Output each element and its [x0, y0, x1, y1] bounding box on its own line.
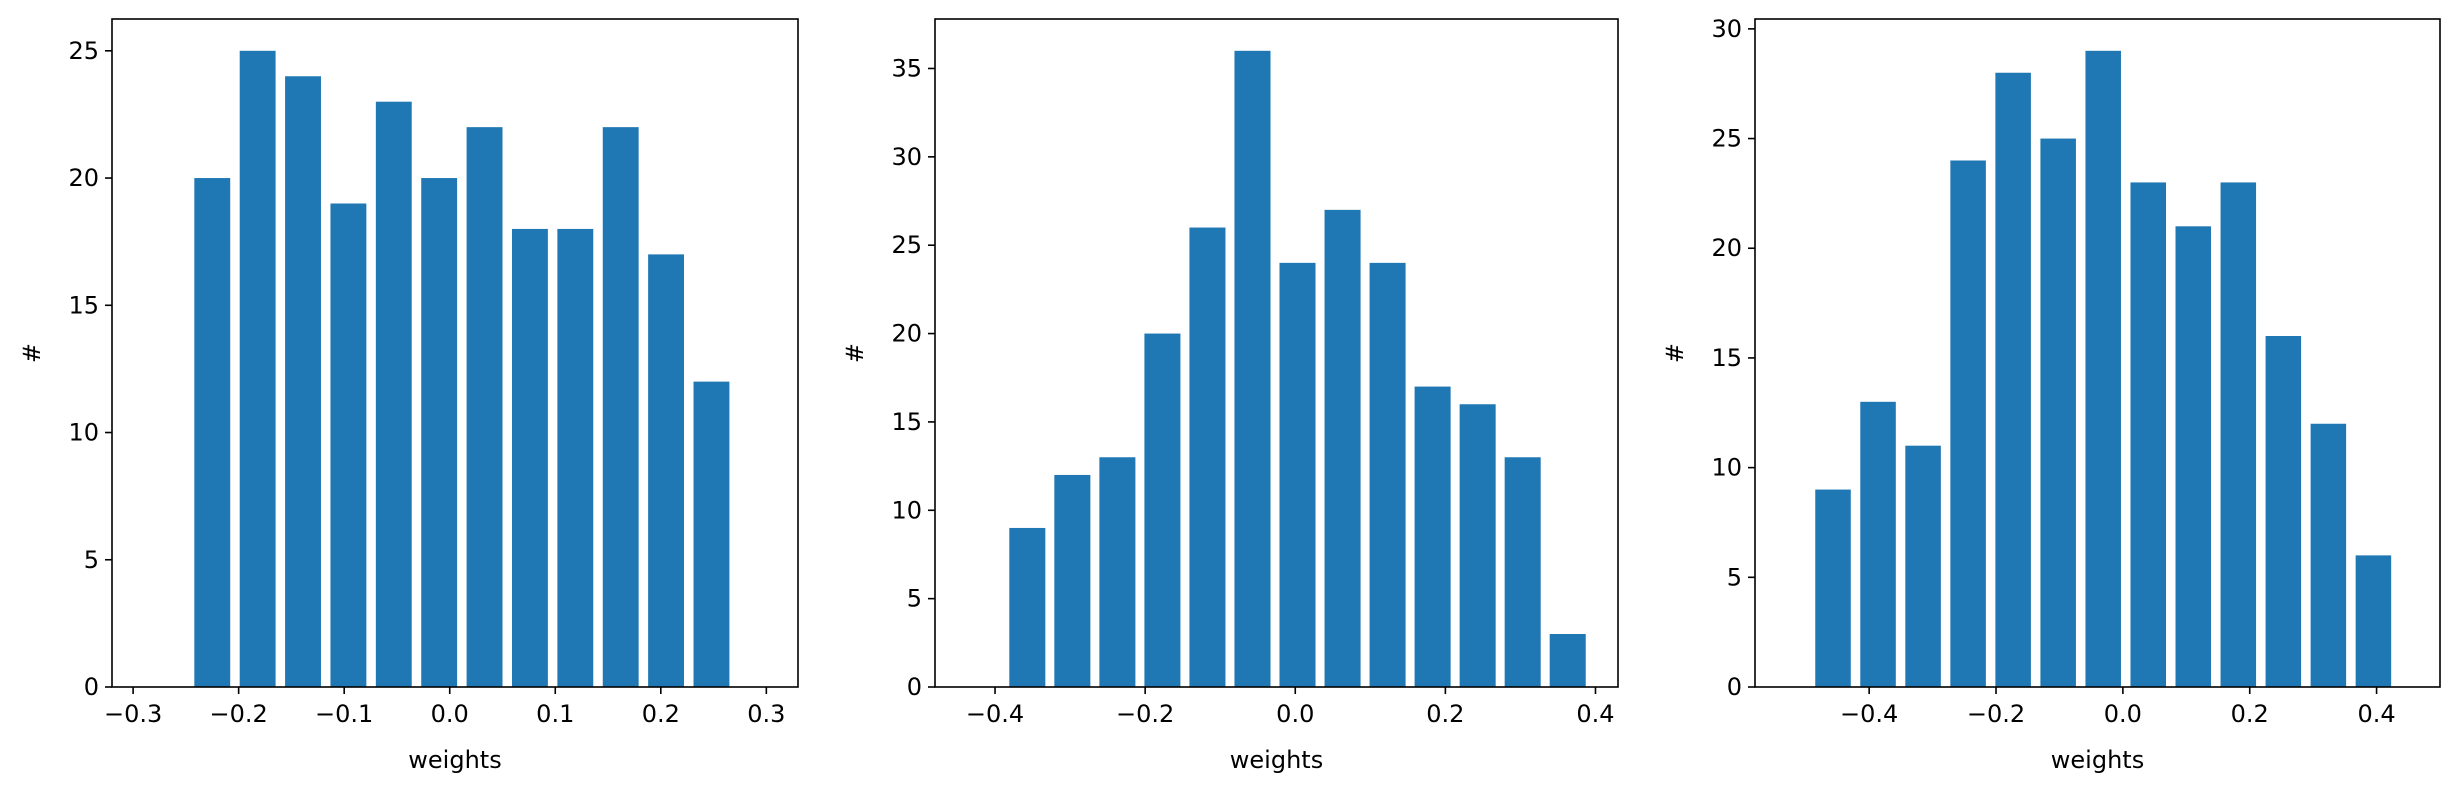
- x-tick-label: 0.0: [1276, 700, 1314, 728]
- histogram-bar: [2265, 335, 2302, 687]
- x-tick-label: −0.2: [210, 700, 268, 728]
- histogram-bar: [2130, 182, 2166, 688]
- x-axis-label: weights: [1230, 746, 1323, 774]
- histogram-bar: [1414, 386, 1451, 687]
- histogram-bar: [1324, 209, 1361, 687]
- histogram-bar: [285, 76, 321, 687]
- y-tick-label: 20: [891, 320, 922, 348]
- x-axis-label: weights: [2051, 746, 2144, 774]
- histogram-bar: [1144, 333, 1181, 687]
- x-tick-label: 0.4: [2357, 700, 2395, 728]
- y-tick-label: 10: [891, 496, 922, 524]
- histogram-bar: [2085, 50, 2121, 688]
- y-tick-label: 25: [891, 231, 922, 259]
- plot-frame: [934, 18, 1619, 688]
- x-tick-label: 0.0: [2104, 700, 2142, 728]
- x-tick-label: −0.3: [104, 700, 162, 728]
- histogram-bar: [693, 381, 730, 687]
- y-tick-label: 0: [84, 673, 99, 701]
- histogram-bar: [1279, 262, 1316, 687]
- histogram-bar: [375, 101, 412, 687]
- histogram-bar: [466, 127, 503, 687]
- plot-frame: [1754, 18, 2441, 688]
- x-tick-label: −0.4: [966, 700, 1024, 728]
- histogram-bar: [2355, 555, 2392, 687]
- y-tick-label: 35: [891, 54, 922, 82]
- y-tick-label: 10: [68, 419, 99, 447]
- histogram-bar: [1099, 457, 1136, 687]
- histogram-bar: [1504, 457, 1541, 687]
- histogram-bar: [1189, 227, 1226, 687]
- histogram-bar: [557, 228, 594, 687]
- histogram-bar: [2040, 138, 2076, 687]
- histogram-bar: [1905, 445, 1941, 687]
- y-tick-label: 30: [1711, 15, 1742, 43]
- histogram-panel-3: −0.4 −0.2 0.0 0.2 0.4 0 5 10 15 20 25 30 weights #: [1661, 15, 2441, 774]
- histogram-bar: [1950, 160, 1986, 687]
- histogram-bar: [1234, 50, 1271, 688]
- histogram-panel-2: −0.4 −0.2 0.0 0.2 0.4 0 5 10 15 20 25 30 35 weights #: [841, 18, 1619, 774]
- histogram-bar: [1995, 72, 2031, 687]
- y-axis-label: #: [841, 343, 869, 363]
- histogram-bar: [602, 127, 639, 687]
- y-axis-label: #: [1661, 343, 1689, 363]
- y-tick-label: 5: [84, 546, 99, 574]
- x-tick-label: 0.0: [431, 700, 469, 728]
- x-tick-label: 0.3: [747, 700, 785, 728]
- plot-frame: [111, 18, 799, 688]
- histogram-bar: [421, 178, 458, 688]
- y-tick-label: 15: [68, 291, 99, 319]
- histogram-bar: [2220, 182, 2257, 688]
- histogram-bar: [1459, 404, 1496, 687]
- histogram-bar: [511, 228, 548, 687]
- x-axis-label: weights: [408, 746, 501, 774]
- histogram-bar: [1009, 527, 1046, 687]
- x-tick-label: −0.2: [1116, 700, 1174, 728]
- histogram-bar: [1549, 633, 1586, 687]
- y-tick-label: 15: [891, 408, 922, 436]
- histogram-bar: [1815, 489, 1851, 687]
- x-tick-label: 0.2: [2231, 700, 2269, 728]
- histogram-bar: [2175, 226, 2212, 687]
- y-tick-label: 10: [1711, 454, 1742, 482]
- x-tick-label: 0.1: [536, 700, 574, 728]
- y-tick-label: 15: [1711, 344, 1742, 372]
- histogram-bar: [1054, 474, 1091, 687]
- histogram-bar: [239, 50, 276, 688]
- x-tick-label: −0.4: [1840, 700, 1898, 728]
- y-tick-label: 5: [907, 585, 922, 613]
- histogram-bar: [330, 203, 367, 687]
- histogram-bar: [1860, 401, 1896, 687]
- x-tick-label: 0.2: [1426, 700, 1464, 728]
- histogram-bar: [194, 178, 231, 688]
- y-tick-label: 30: [891, 143, 922, 171]
- y-tick-label: 20: [1711, 234, 1742, 262]
- x-tick-label: 0.2: [642, 700, 680, 728]
- x-tick-label: −0.1: [315, 700, 373, 728]
- y-tick-label: 5: [1727, 563, 1742, 591]
- x-tick-label: −0.2: [1967, 700, 2025, 728]
- histogram-bar: [1369, 262, 1406, 687]
- y-tick-label: 20: [68, 164, 99, 192]
- y-tick-label: 0: [1727, 673, 1742, 701]
- y-tick-label: 25: [68, 37, 99, 65]
- y-tick-label: 25: [1711, 125, 1742, 153]
- y-tick-label: 0: [907, 673, 922, 701]
- histogram-bar: [648, 254, 685, 687]
- histogram-panel-1: −0.3 −0.2 −0.1 0.0 0.1 0.2 0.3 0 5 10 15 20 25 weight…: [18, 18, 799, 774]
- x-tick-label: 0.4: [1576, 700, 1614, 728]
- histogram-bar: [2310, 423, 2347, 687]
- y-axis-label: #: [18, 343, 46, 363]
